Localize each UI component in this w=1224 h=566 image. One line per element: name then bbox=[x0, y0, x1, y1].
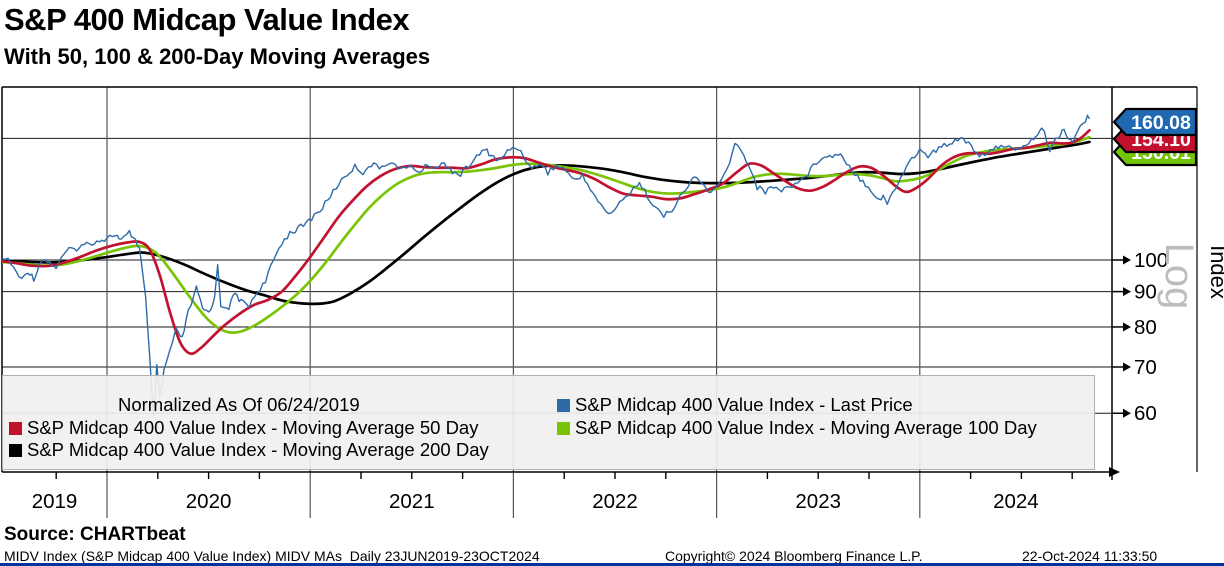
legend-item-ma200[interactable]: S&P Midcap 400 Value Index - Moving Aver… bbox=[9, 439, 489, 461]
y-axis-title: Index bbox=[1206, 245, 1224, 299]
ticker-description: MIDV Index (S&P Midcap 400 Value Index) … bbox=[4, 548, 540, 564]
y-tick-arrow-icon bbox=[1123, 322, 1131, 332]
page-title: S&P 400 Midcap Value Index bbox=[4, 2, 410, 37]
ma50-swatch-icon bbox=[9, 422, 22, 435]
copyright-text: Copyright© 2024 Bloomberg Finance L.P. bbox=[665, 548, 923, 564]
year-label: 2019 bbox=[32, 490, 78, 513]
legend-item-ma100[interactable]: S&P Midcap 400 Value Index - Moving Aver… bbox=[557, 417, 1037, 439]
y-tick-arrow-icon bbox=[1123, 362, 1131, 372]
legend-label-ma50: S&P Midcap 400 Value Index - Moving Aver… bbox=[27, 417, 479, 438]
timestamp-text: 22-Oct-2024 11:33:50 bbox=[1022, 548, 1158, 564]
y-tick-label: 70 bbox=[1134, 356, 1157, 379]
legend-label-ma200: S&P Midcap 400 Value Index - Moving Aver… bbox=[27, 439, 489, 460]
price-flag-value: 160.08 bbox=[1131, 112, 1191, 134]
last-price-swatch-icon bbox=[557, 399, 570, 412]
footer-row: MIDV Index (S&P Midcap 400 Value Index) … bbox=[0, 548, 1224, 564]
series-lines bbox=[2, 114, 1091, 417]
year-label: 2022 bbox=[592, 490, 638, 513]
series-line-last-price[interactable] bbox=[2, 114, 1091, 417]
ma200-swatch-icon bbox=[9, 444, 22, 457]
y-tick-arrow-icon bbox=[1123, 408, 1131, 418]
ma100-swatch-icon bbox=[557, 422, 570, 435]
legend-item-last-price[interactable]: S&P Midcap 400 Value Index - Last Price bbox=[557, 394, 913, 416]
legend-item-ma50[interactable]: S&P Midcap 400 Value Index - Moving Aver… bbox=[9, 417, 478, 439]
legend-label-ma100: S&P Midcap 400 Value Index - Moving Aver… bbox=[575, 417, 1037, 438]
price-flag-last-price[interactable]: 160.08 bbox=[1112, 107, 1198, 137]
year-label: 2021 bbox=[389, 490, 435, 513]
normalized-note-text: Normalized As Of 06/24/2019 bbox=[118, 394, 360, 415]
series-line-ma50[interactable] bbox=[2, 128, 1091, 356]
year-label: 2020 bbox=[186, 490, 232, 513]
y-tick-label: 90 bbox=[1134, 281, 1157, 304]
y-tick-arrow-icon bbox=[1123, 287, 1131, 297]
bloomberg-bottom-bar bbox=[0, 563, 1224, 566]
y-tick-label: 100 bbox=[1134, 249, 1168, 272]
x-axis-labels: 2019 2020 2021 2022 2023 2024 bbox=[32, 490, 1039, 513]
normalized-note: Normalized As Of 06/24/2019 bbox=[118, 394, 360, 416]
series-line-ma200[interactable] bbox=[2, 140, 1091, 306]
legend-label-last-price: S&P Midcap 400 Value Index - Last Price bbox=[575, 394, 913, 415]
year-label: 2024 bbox=[993, 490, 1039, 513]
x-axis-arrow-icon bbox=[1109, 467, 1120, 477]
year-label: 2023 bbox=[795, 490, 841, 513]
log-scale-watermark: Log bbox=[1157, 243, 1201, 310]
page-subtitle: With 50, 100 & 200-Day Moving Averages bbox=[4, 44, 431, 69]
y-tick-label: 60 bbox=[1134, 402, 1157, 425]
price-flag-shape bbox=[1112, 107, 1198, 137]
legend-box: Normalized As Of 06/24/2019 S&P Midcap 4… bbox=[2, 375, 1095, 470]
y-tick-arrow-icon bbox=[1123, 255, 1131, 265]
y-tick-label: 80 bbox=[1134, 316, 1157, 339]
source-line: Source: CHARTbeat bbox=[4, 524, 186, 545]
